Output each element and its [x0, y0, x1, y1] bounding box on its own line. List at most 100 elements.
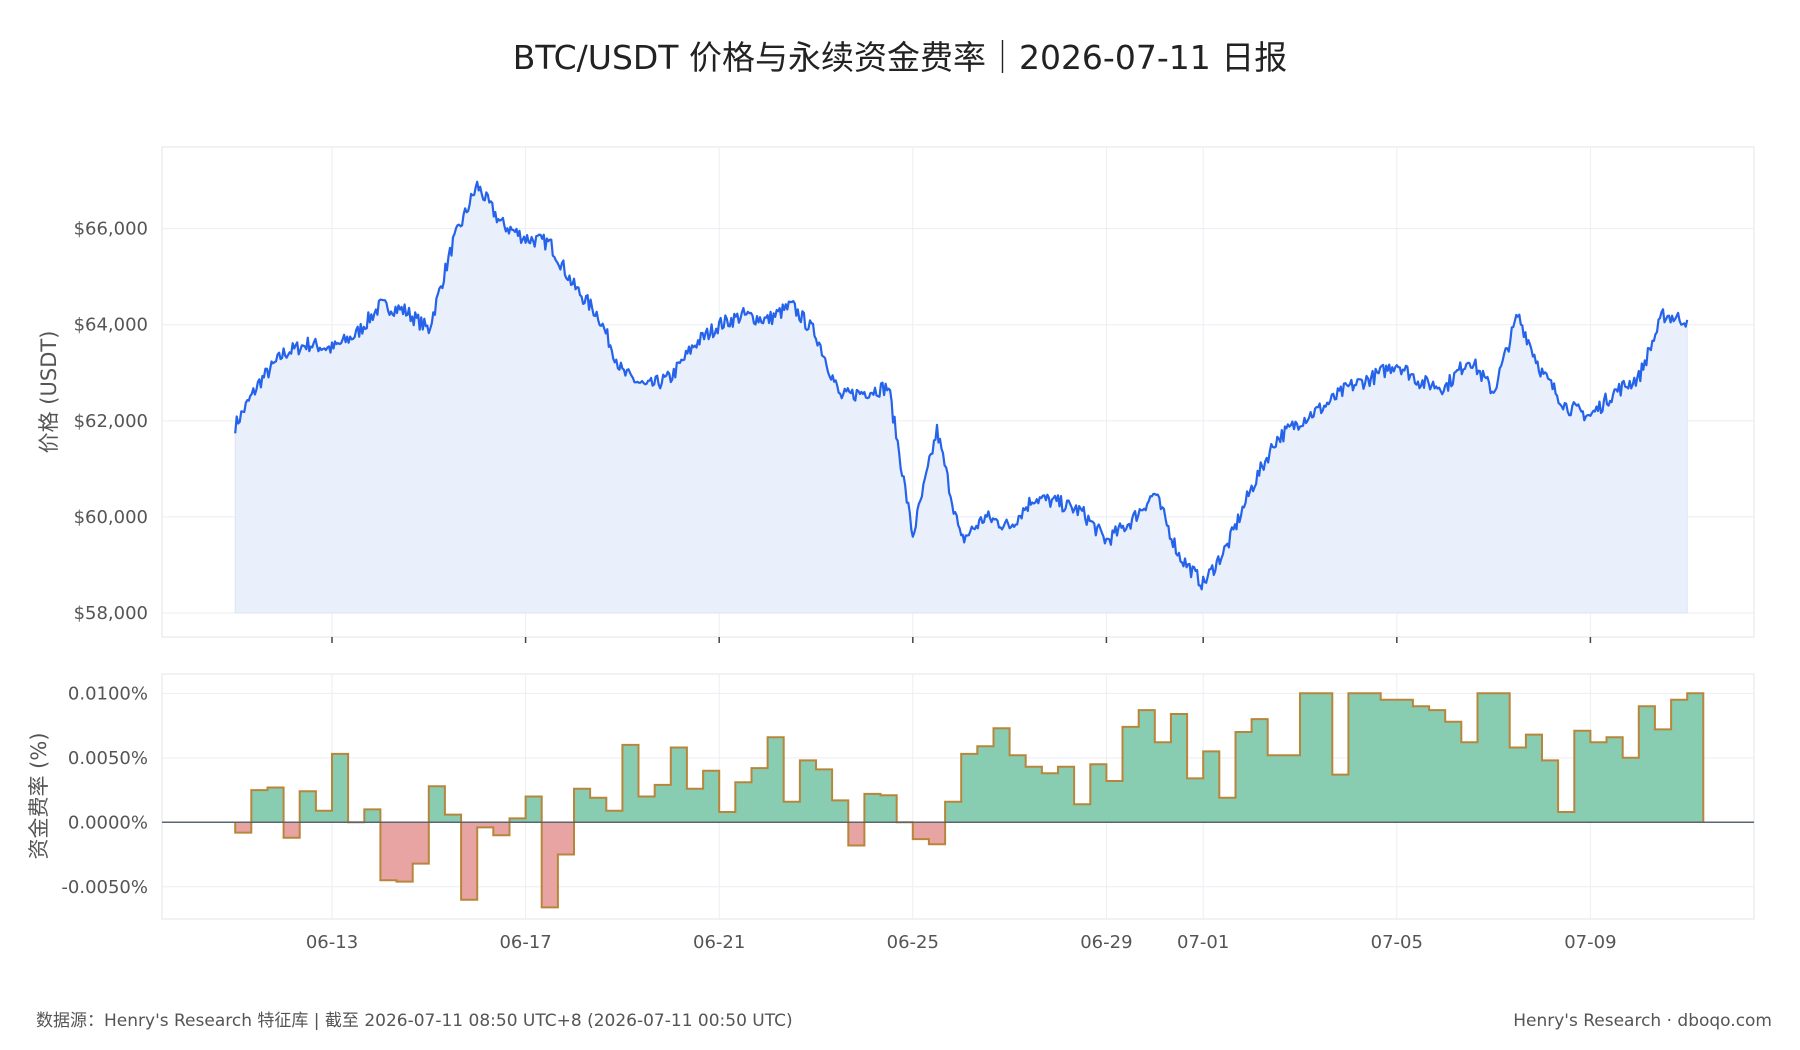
- funding-bar: [1300, 693, 1317, 823]
- price-line: [234, 180, 1689, 591]
- funding-y-tick-label: 0.0000%: [68, 812, 148, 833]
- funding-bar: [428, 786, 446, 823]
- funding-bar: [1461, 742, 1478, 823]
- funding-bar: [1396, 699, 1414, 823]
- price-y-tick-label: $58,000: [74, 603, 148, 624]
- funding-bar: [654, 784, 672, 823]
- funding-bar: [1364, 693, 1382, 823]
- funding-bar: [735, 782, 752, 823]
- funding-bars: [235, 693, 1704, 908]
- funding-bar: [477, 822, 494, 828]
- x-tick-label: 06-29: [1080, 932, 1132, 953]
- funding-bar: [1058, 766, 1075, 823]
- funding-bar: [977, 746, 994, 823]
- funding-bar: [1187, 778, 1204, 823]
- funding-bar: [1041, 773, 1059, 823]
- funding-bar: [493, 822, 510, 836]
- funding-bar: [541, 822, 559, 908]
- funding-bar: [1558, 811, 1575, 823]
- funding-bar: [1445, 721, 1462, 823]
- funding-bar: [509, 818, 526, 823]
- funding-bar: [928, 822, 946, 845]
- funding-y-ticks: -0.0050% 0.0000% 0.0050% 0.0100%: [61, 683, 148, 897]
- x-tick-label: 06-25: [887, 932, 939, 953]
- funding-bar: [1622, 757, 1640, 823]
- funding-bar: [864, 793, 881, 823]
- funding-bar: [1509, 747, 1527, 823]
- funding-bar: [751, 768, 768, 823]
- funding-bar: [1203, 751, 1220, 823]
- x-tick-label: 06-21: [693, 932, 745, 953]
- funding-bar: [880, 795, 898, 823]
- funding-bar: [574, 788, 591, 823]
- price-y-tick-label: $64,000: [74, 315, 148, 336]
- footer-brand: Henry's Research · dboqo.com: [1513, 1011, 1772, 1031]
- funding-bar: [590, 797, 607, 823]
- funding-bar: [267, 787, 284, 823]
- price-y-tick-label: $66,000: [74, 219, 148, 240]
- funding-bar: [1574, 730, 1591, 823]
- x-tick-label: 06-17: [499, 932, 551, 953]
- funding-bar: [767, 737, 785, 823]
- price-y-axis-label: 价格 (USDT): [37, 331, 61, 454]
- funding-bar: [299, 791, 317, 823]
- funding-bar: [670, 747, 688, 823]
- funding-bar: [1219, 797, 1236, 823]
- funding-bar: [961, 753, 978, 823]
- funding-bar: [1525, 734, 1543, 823]
- price-y-ticks: $58,000 $60,000 $62,000 $64,000 $66,000: [74, 219, 148, 624]
- funding-bar: [1009, 755, 1027, 823]
- funding-bar: [1106, 781, 1123, 823]
- funding-bar: [396, 822, 414, 882]
- x-tick-label: 07-09: [1564, 932, 1616, 953]
- funding-bar: [1138, 710, 1156, 823]
- funding-bar: [1267, 755, 1285, 823]
- funding-bar: [444, 814, 462, 823]
- funding-bar: [412, 822, 430, 864]
- funding-bar: [1154, 742, 1172, 823]
- funding-bar: [1477, 693, 1494, 823]
- funding-step-outline: [234, 692, 1705, 909]
- funding-bar: [1348, 693, 1365, 823]
- funding-bar: [1412, 706, 1430, 823]
- funding-y-tick-label: -0.0050%: [61, 877, 148, 898]
- funding-bar: [993, 728, 1010, 823]
- funding-x-ticks: 06-13 06-17 06-21 06-25 06-29 07-01 07-05 07-09: [306, 932, 1617, 953]
- funding-bar: [606, 810, 623, 823]
- funding-y-axis-label: 资金费率 (%): [27, 732, 51, 859]
- funding-bar: [1590, 742, 1607, 823]
- funding-bar: [1429, 710, 1446, 823]
- funding-y-tick-label: 0.0100%: [68, 683, 148, 704]
- x-tick-label: 06-13: [306, 932, 358, 953]
- price-panel: $58,000 $60,000 $62,000 $64,000 $66,000 价格 (…: [37, 146, 1755, 643]
- funding-bar: [525, 796, 543, 823]
- funding-bar: [1654, 729, 1672, 823]
- funding-bar: [1074, 804, 1091, 823]
- funding-bar: [686, 788, 704, 823]
- funding-bar: [235, 822, 252, 833]
- funding-bar: [380, 822, 397, 881]
- funding-bar: [1170, 713, 1188, 823]
- funding-bar: [283, 822, 301, 838]
- funding-bar: [1606, 737, 1624, 823]
- funding-bar: [622, 744, 639, 823]
- funding-bar: [1316, 693, 1333, 823]
- funding-bar: [251, 790, 268, 823]
- funding-bar: [1493, 693, 1511, 823]
- price-x-tick-marks: [331, 637, 1592, 643]
- funding-bar: [783, 801, 801, 823]
- funding-bar: [1251, 719, 1269, 823]
- funding-bar: [848, 822, 865, 846]
- funding-bar: [1671, 699, 1688, 823]
- funding-bar: [799, 760, 817, 823]
- x-tick-label: 07-05: [1371, 932, 1423, 953]
- funding-bar: [1332, 774, 1349, 823]
- funding-bar: [1380, 699, 1398, 823]
- chart-title: BTC/USDT 价格与永续资金费率｜2026-07-11 日报: [513, 38, 1287, 77]
- price-y-tick-label: $62,000: [74, 411, 148, 432]
- funding-bar: [1687, 693, 1704, 823]
- funding-bar: [1235, 732, 1252, 823]
- funding-bar: [1122, 726, 1140, 823]
- funding-bar: [945, 801, 962, 823]
